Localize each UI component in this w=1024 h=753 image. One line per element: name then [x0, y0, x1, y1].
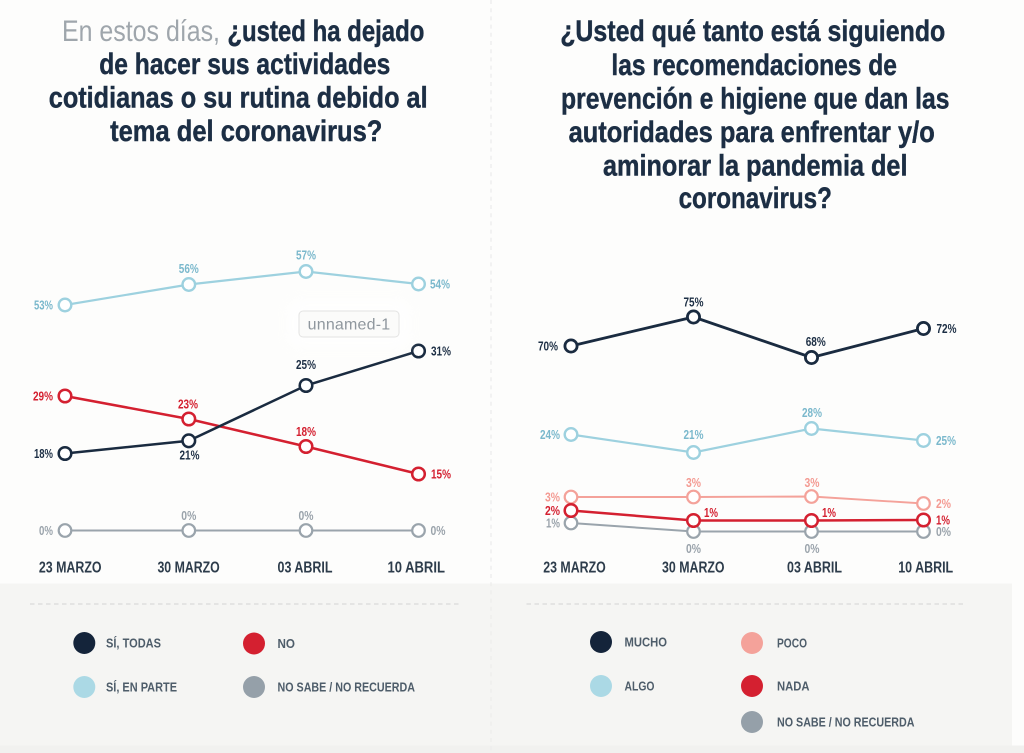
svg-text:30 MARZO: 30 MARZO [157, 560, 219, 577]
svg-text:unnamed-1: unnamed-1 [308, 317, 391, 334]
svg-text:23 MARZO: 23 MARZO [543, 560, 606, 577]
svg-text:21%: 21% [180, 448, 200, 463]
svg-text:23%: 23% [178, 397, 198, 412]
svg-text:31%: 31% [431, 343, 451, 358]
svg-text:MUCHO: MUCHO [625, 635, 668, 649]
svg-text:3%: 3% [545, 490, 560, 505]
svg-text:53%: 53% [34, 298, 53, 313]
svg-text:10 ABRIL: 10 ABRIL [387, 560, 445, 577]
svg-text:NO SABE / NO RECUERDA: NO SABE / NO RECUERDA [278, 680, 416, 694]
svg-text:de hacer sus actividades: de hacer sus actividades [99, 48, 390, 81]
svg-text:1%: 1% [822, 505, 836, 520]
svg-text:3%: 3% [805, 475, 820, 490]
svg-text:SÍ, TODAS: SÍ, TODAS [106, 635, 161, 650]
svg-text:56%: 56% [179, 261, 199, 276]
svg-text:03 ABRIL: 03 ABRIL [787, 560, 842, 577]
svg-text:2%: 2% [936, 496, 951, 511]
svg-text:0%: 0% [39, 523, 53, 538]
svg-text:57%: 57% [296, 248, 316, 263]
svg-text:28%: 28% [802, 405, 822, 420]
svg-text:0%: 0% [299, 508, 314, 523]
svg-text:coronavirus?: coronavirus? [679, 182, 832, 215]
svg-text:18%: 18% [296, 424, 316, 439]
svg-text:29%: 29% [33, 389, 53, 404]
svg-text:25%: 25% [936, 433, 956, 448]
svg-text:SÍ, EN PARTE: SÍ, EN PARTE [106, 679, 177, 694]
svg-text:cotidianas o su rutina debido: cotidianas o su rutina debido al [49, 81, 428, 114]
svg-text:10 ABRIL: 10 ABRIL [898, 560, 953, 577]
svg-text:tema del coronavirus?: tema del coronavirus? [110, 115, 382, 148]
svg-text:En estos días,: En estos días, [62, 15, 220, 48]
svg-text:ALGO: ALGO [625, 679, 655, 693]
svg-text:POCO: POCO [777, 636, 807, 650]
svg-text:24%: 24% [540, 427, 560, 442]
svg-text:1%: 1% [936, 513, 950, 528]
svg-text:3%: 3% [686, 475, 701, 490]
svg-text:15%: 15% [431, 467, 451, 482]
svg-text:72%: 72% [937, 321, 957, 336]
svg-text:NO SABE / NO RECUERDA: NO SABE / NO RECUERDA [777, 715, 915, 729]
svg-text:25%: 25% [296, 357, 316, 372]
svg-text:70%: 70% [538, 339, 558, 354]
svg-text:0%: 0% [431, 523, 446, 538]
svg-text:18%: 18% [34, 446, 53, 461]
svg-text:0%: 0% [686, 541, 701, 556]
svg-text:0%: 0% [805, 541, 820, 556]
svg-text:0%: 0% [936, 524, 951, 539]
svg-text:las recomendaciones de: las recomendaciones de [611, 49, 897, 82]
svg-text:autoridades para enfrentar y/o: autoridades para enfrentar y/o [569, 116, 935, 149]
svg-text:1%: 1% [546, 516, 560, 531]
svg-text:¿Usted qué tanto está siguiend: ¿Usted qué tanto está siguiendo [560, 15, 945, 48]
svg-text:54%: 54% [430, 277, 450, 292]
svg-text:75%: 75% [684, 295, 704, 310]
svg-text:NO: NO [278, 637, 296, 651]
svg-text:1%: 1% [704, 505, 718, 520]
svg-text:prevención e higiene que dan l: prevención e higiene que dan las [561, 82, 950, 115]
svg-text:¿usted ha dejado: ¿usted ha dejado [227, 15, 424, 48]
svg-text:03 ABRIL: 03 ABRIL [278, 560, 333, 577]
svg-text:2%: 2% [545, 503, 560, 518]
svg-text:68%: 68% [806, 334, 826, 349]
svg-text:21%: 21% [684, 427, 704, 442]
svg-text:30 MARZO: 30 MARZO [662, 560, 725, 577]
svg-text:0%: 0% [181, 508, 196, 523]
svg-text:aminorar la pandemia del: aminorar la pandemia del [603, 150, 908, 183]
svg-text:23 MARZO: 23 MARZO [39, 560, 102, 577]
svg-text:NADA: NADA [777, 679, 810, 693]
